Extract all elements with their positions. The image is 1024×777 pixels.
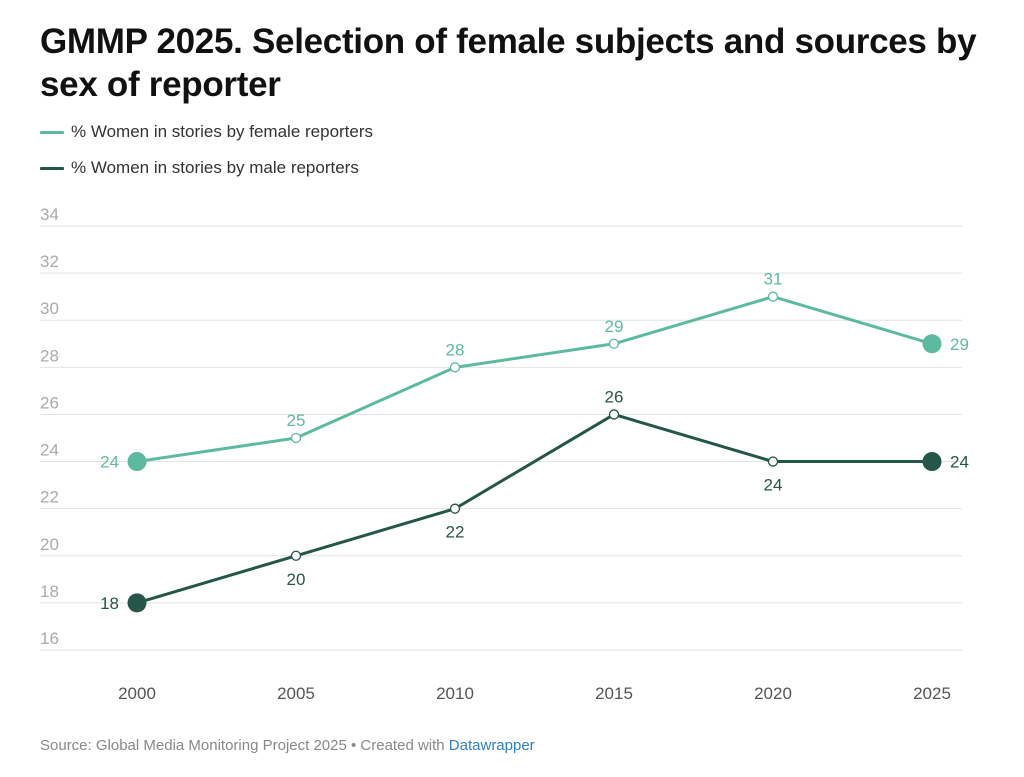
x-tick-label-2025: 2025: [913, 684, 951, 703]
footer: Source: Global Media Monitoring Project …: [40, 737, 535, 754]
y-tick-label-28: 28: [40, 346, 59, 365]
y-tick-label-26: 26: [40, 393, 59, 412]
legend-swatch-female: [40, 130, 64, 134]
series-line-female: [135, 295, 934, 464]
legend-item-female: % Women in stories by female reporters: [40, 119, 373, 145]
x-tick-label-2010: 2010: [436, 684, 474, 703]
point-male-2005: [290, 550, 302, 561]
y-tick-label-22: 22: [40, 488, 59, 507]
point-female-2005: [290, 432, 302, 444]
legend-label-female: % Women in stories by female reporters: [71, 122, 374, 141]
data-label-female-2005: 25: [287, 411, 306, 430]
y-tick-label-30: 30: [40, 299, 59, 318]
point-female-2020: [767, 291, 779, 302]
data-label-female-2015: 29: [605, 317, 624, 336]
point-female-2025: [922, 334, 942, 354]
point-male-2020: [767, 456, 779, 467]
x-tick-label-2000: 2000: [118, 684, 156, 703]
legend-label-male: % Women in stories by male reporters: [71, 158, 359, 177]
point-female-2000: [127, 452, 147, 472]
point-female-2010: [449, 362, 461, 373]
data-label-male-2025: 24: [950, 453, 969, 472]
datawrapper-link[interactable]: Datawrapper: [448, 737, 535, 754]
data-label-male-2000: 18: [100, 594, 119, 613]
grid-layer: 16 18 20 22 24 26 28 30 32 34: [40, 205, 962, 651]
series-line-male: [135, 412, 934, 605]
data-label-female-2000: 24: [100, 453, 119, 472]
label-layer: 2000 2005 2010 2015 2020 2025 24 25 28 29 31 29 18 20…: [100, 270, 969, 703]
y-tick-label-24: 24: [40, 441, 59, 460]
y-tick-label-18: 18: [40, 582, 59, 601]
legend-item-male: % Women in stories by male reporters: [40, 155, 373, 181]
y-tick-label-32: 32: [40, 252, 59, 271]
point-male-2015: [608, 409, 620, 420]
x-tick-label-2005: 2005: [277, 684, 315, 703]
source-text: Source: Global Media Monitoring Project …: [40, 737, 449, 754]
y-tick-label-20: 20: [40, 535, 59, 554]
series-layer: [127, 291, 942, 613]
data-label-male-2005: 20: [287, 570, 306, 589]
data-label-female-2020: 31: [764, 270, 783, 289]
data-label-female-2025: 29: [950, 335, 969, 354]
x-tick-label-2015: 2015: [595, 684, 633, 703]
y-tick-label-34: 34: [40, 205, 59, 224]
x-tick-label-2020: 2020: [754, 684, 792, 703]
point-male-2025: [922, 452, 942, 472]
point-male-2000: [127, 593, 147, 613]
data-label-female-2010: 28: [446, 340, 465, 359]
chart-title: GMMP 2025. Selection of female subjects …: [40, 22, 977, 104]
y-tick-label-16: 16: [40, 629, 59, 648]
data-label-male-2020: 24: [764, 476, 783, 495]
legend: % Women in stories by female reporters %…: [40, 119, 373, 191]
data-label-male-2010: 22: [446, 523, 465, 542]
point-female-2015: [608, 338, 620, 349]
data-label-male-2015: 26: [605, 387, 624, 406]
point-male-2010: [449, 503, 461, 514]
legend-swatch-male: [40, 166, 64, 170]
